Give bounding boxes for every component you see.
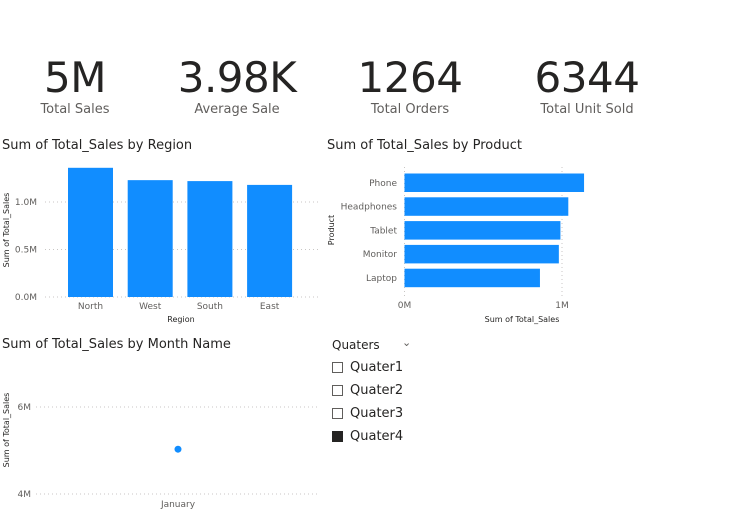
kpi-value: 3.98K — [177, 53, 297, 102]
product-chart-title: Sum of Total_Sales by Product — [327, 138, 522, 153]
x-tick-label: 1M — [555, 301, 569, 311]
kpi-total-sales: 5M Total Sales — [0, 52, 155, 117]
y-tick-label: Laptop — [366, 274, 397, 284]
y-tick-label: 0.5M — [15, 246, 37, 256]
bar-west[interactable] — [127, 180, 173, 297]
quarters-slicer[interactable]: Quaters ⌄ Quater1 Quater2 Quater3 Quater… — [332, 336, 422, 448]
region-chart-title: Sum of Total_Sales by Region — [2, 138, 193, 153]
kpi-value: 6344 — [534, 53, 640, 102]
y-tick-label: 6M — [18, 403, 32, 413]
checkbox[interactable] — [332, 408, 343, 419]
option-label: Quater4 — [350, 429, 404, 444]
y-axis-title: Sum of Total_Sales — [2, 393, 11, 468]
bar-phone[interactable] — [404, 173, 585, 193]
kpi-label: Total Orders — [370, 102, 450, 117]
checkbox[interactable] — [332, 362, 343, 373]
x-axis-title: Region — [167, 315, 194, 324]
checkbox[interactable] — [332, 385, 343, 396]
chevron-down-icon[interactable]: ⌄ — [402, 336, 412, 349]
y-tick-label: Monitor — [363, 250, 398, 260]
x-axis-title: Sum of Total_Sales — [485, 315, 560, 324]
x-tick-label: North — [78, 302, 103, 312]
x-tick-label: January — [160, 500, 196, 510]
x-tick-label: 0M — [398, 301, 412, 311]
bar-north[interactable] — [68, 167, 113, 297]
kpi-value: 5M — [44, 53, 106, 102]
y-axis-title: Sum of Total_Sales — [2, 193, 11, 268]
kpi-label: Total Sales — [40, 102, 110, 117]
kpi-total-unit-sold: 6344 Total Unit Sold — [507, 52, 667, 117]
option-label: Quater2 — [350, 383, 404, 398]
bar-monitor[interactable] — [404, 244, 559, 264]
bar-tablet[interactable] — [404, 221, 561, 240]
month-chart-title: Sum of Total_Sales by Month Name — [2, 337, 231, 352]
y-tick-label: Tablet — [369, 226, 397, 236]
x-tick-label: East — [260, 302, 280, 312]
option-label: Quater3 — [350, 406, 404, 421]
y-tick-label: 1.0M — [15, 198, 37, 208]
slicer-option-quater2[interactable]: Quater2 — [332, 379, 422, 402]
kpi-total-orders: 1264 Total Orders — [330, 52, 490, 117]
x-tick-label: West — [139, 302, 162, 312]
y-tick-label: 4M — [18, 490, 32, 500]
slicer-option-quater4[interactable]: Quater4 — [332, 425, 422, 448]
slicer-header[interactable]: Quaters ⌄ — [332, 336, 422, 356]
bar-headphones[interactable] — [404, 197, 569, 216]
checkbox[interactable] — [332, 431, 343, 442]
kpi-average-sale: 3.98K Average Sale — [157, 52, 317, 117]
slicer-option-quater3[interactable]: Quater3 — [332, 402, 422, 425]
slicer-option-quater1[interactable]: Quater1 — [332, 356, 422, 379]
bar-east[interactable] — [247, 184, 293, 297]
slicer-title: Quaters — [332, 338, 380, 352]
kpi-value: 1264 — [357, 53, 463, 102]
y-tick-label: 0.0M — [15, 293, 37, 303]
bar-south[interactable] — [187, 181, 233, 297]
bar-laptop[interactable] — [404, 268, 540, 288]
kpi-label: Average Sale — [194, 102, 280, 117]
kpi-label: Total Unit Sold — [540, 102, 634, 117]
y-tick-label: Phone — [369, 179, 397, 189]
y-axis-title: Product — [327, 215, 336, 245]
data-point-january[interactable] — [174, 445, 182, 453]
x-tick-label: South — [197, 302, 223, 312]
y-tick-label: Headphones — [341, 203, 398, 213]
option-label: Quater1 — [350, 360, 404, 375]
